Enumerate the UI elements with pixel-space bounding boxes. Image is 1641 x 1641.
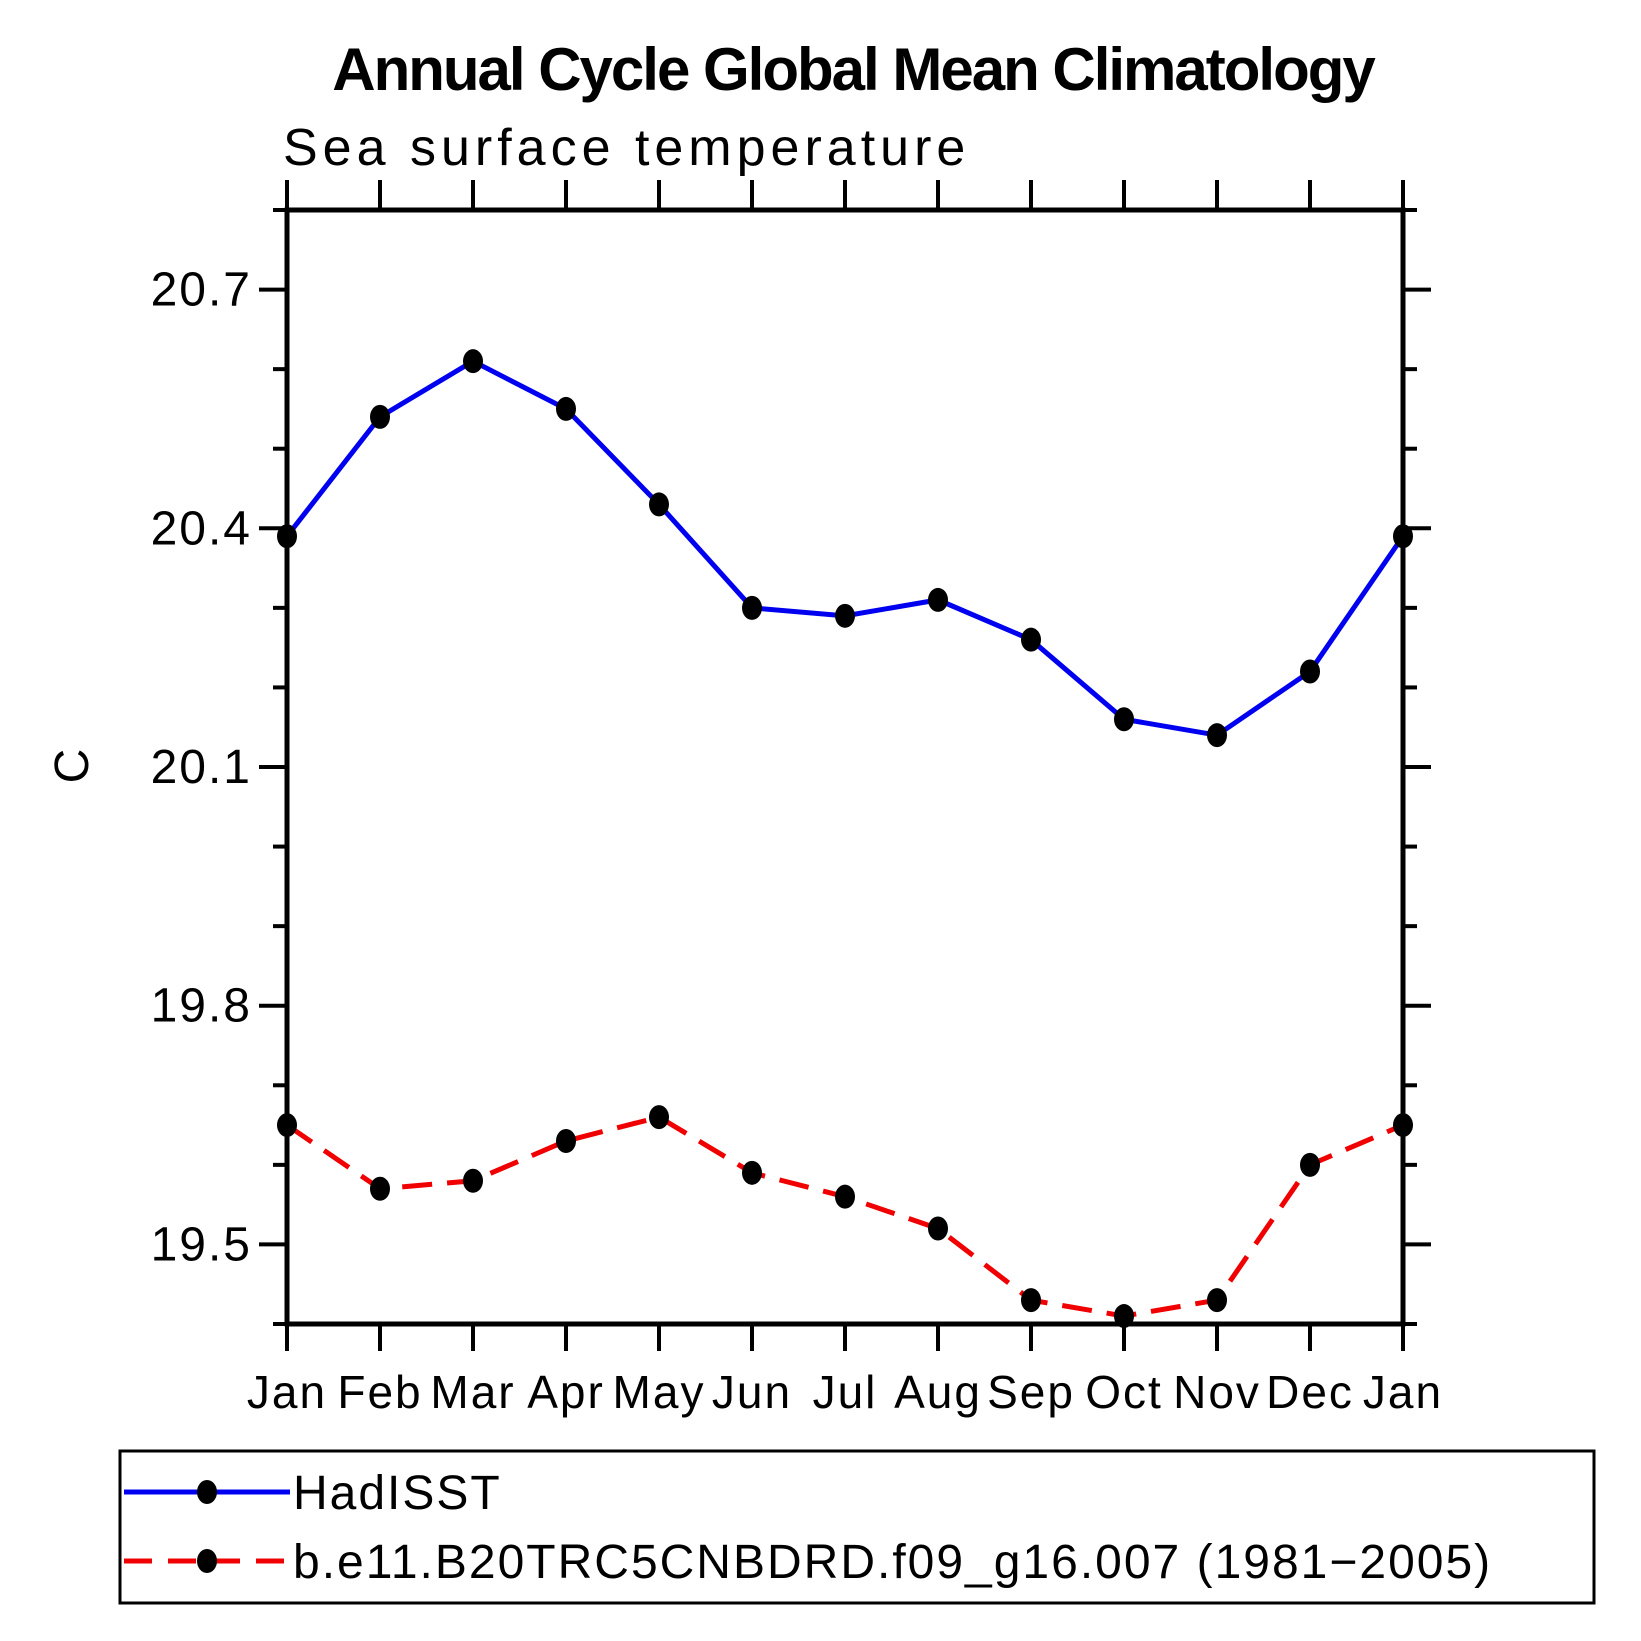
hadisst-line bbox=[285, 358, 1406, 738]
data-point-marker bbox=[463, 349, 483, 374]
x-tick-label: Dec bbox=[1266, 1366, 1354, 1418]
x-tick-label: Oct bbox=[1085, 1366, 1163, 1418]
data-point-marker bbox=[556, 1128, 576, 1153]
data-point-marker bbox=[1300, 659, 1320, 684]
data-point-marker bbox=[370, 404, 390, 429]
x-tick-label: Jan bbox=[1363, 1366, 1443, 1418]
x-tick-label: Aug bbox=[894, 1366, 982, 1418]
legend-label-model: b.e11.B20TRC5CNBDRD.f09_g16.007 (1981−20… bbox=[293, 1536, 1492, 1589]
legend-marker-model bbox=[197, 1549, 217, 1573]
data-point-marker bbox=[649, 492, 669, 517]
y-tick-labels: 19.5 19.8 20.1 20.4 20.7 bbox=[151, 264, 252, 1272]
data-point-marker bbox=[1393, 1113, 1413, 1138]
legend-marker-hadisst bbox=[197, 1480, 217, 1504]
data-series bbox=[277, 349, 1413, 1329]
y-tick-label: 19.5 bbox=[151, 1218, 252, 1271]
chart-subtitle: Sea surface temperature bbox=[283, 119, 970, 177]
y-tick-label: 20.7 bbox=[151, 264, 252, 317]
data-point-marker bbox=[1300, 1152, 1320, 1177]
data-point-marker bbox=[1021, 1288, 1041, 1313]
data-point-marker bbox=[1393, 524, 1413, 549]
x-tick-label: Jan bbox=[247, 1366, 327, 1418]
chart-title: Annual Cycle Global Mean Climatology bbox=[332, 36, 1376, 103]
y-tick-label: 19.8 bbox=[151, 980, 252, 1033]
y-tick-label: 20.1 bbox=[151, 741, 252, 794]
legend: HadISST b.e11.B20TRC5CNBDRD.f09_g16.007 … bbox=[118, 1449, 1596, 1605]
axis-ticks bbox=[259, 180, 1431, 1351]
data-point-marker bbox=[928, 1216, 948, 1241]
x-tick-label: Apr bbox=[527, 1366, 605, 1418]
data-point-marker bbox=[928, 587, 948, 612]
data-point-marker bbox=[742, 1160, 762, 1185]
data-point-marker bbox=[463, 1168, 483, 1193]
y-axis-label: C bbox=[46, 747, 99, 784]
data-point-marker bbox=[835, 1184, 855, 1209]
data-point-marker bbox=[277, 1113, 297, 1138]
data-point-marker bbox=[277, 524, 297, 549]
data-point-marker bbox=[1021, 627, 1041, 652]
x-tick-label: Jul bbox=[813, 1366, 878, 1418]
plot-frame bbox=[284, 207, 1406, 1327]
x-tick-label: May bbox=[613, 1366, 706, 1418]
x-tick-label: Feb bbox=[337, 1366, 422, 1418]
data-point-marker bbox=[1207, 723, 1227, 748]
x-tick-label: Sep bbox=[987, 1366, 1075, 1418]
legend-label-hadisst: HadISST bbox=[293, 1467, 502, 1520]
data-point-marker bbox=[835, 603, 855, 628]
data-point-marker bbox=[742, 595, 762, 620]
data-point-marker bbox=[556, 396, 576, 421]
model-line bbox=[285, 1114, 1404, 1319]
x-tick-label: Nov bbox=[1173, 1366, 1261, 1418]
data-point-marker bbox=[370, 1176, 390, 1201]
x-tick-labels: Jan Feb Mar Apr May Jun Jul Aug Sep Oct Nov Dec Jan bbox=[247, 1366, 1443, 1418]
data-point-marker bbox=[1114, 707, 1134, 732]
x-tick-label: Mar bbox=[430, 1366, 515, 1418]
legend-box bbox=[118, 1449, 1596, 1605]
x-tick-label: Jun bbox=[712, 1366, 792, 1418]
data-point-marker bbox=[1207, 1288, 1227, 1313]
y-tick-label: 20.4 bbox=[151, 502, 252, 555]
data-point-marker bbox=[649, 1105, 669, 1130]
data-point-marker bbox=[1114, 1304, 1134, 1329]
